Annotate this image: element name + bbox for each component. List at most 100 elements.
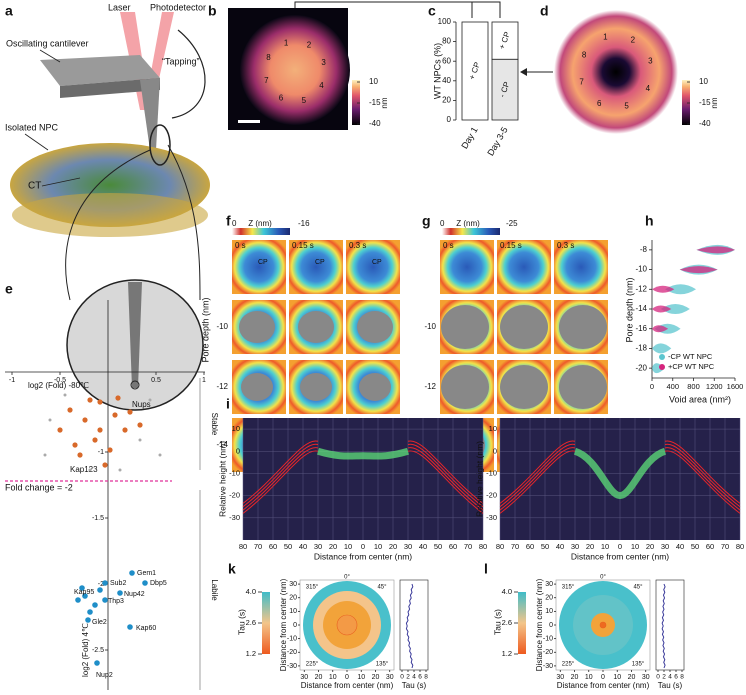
point [138,438,142,442]
point [88,468,92,472]
colorbar [518,592,526,654]
tick-label: 10 [374,542,382,551]
label: Gem1 [137,570,156,577]
rim-profile [664,443,741,508]
label: Isolated NPC [5,122,59,132]
point [127,624,133,630]
void [300,373,332,401]
tick-label: 40 [419,542,427,551]
tick-label: 2.6 [502,618,512,627]
point [97,427,103,433]
bar [491,58,519,121]
site-label: 6 [597,99,602,108]
label: 0 [440,219,445,228]
panel-a-art [10,12,210,411]
angle-label: 135° [376,662,389,668]
tick-label: 70 [254,542,262,551]
void [241,373,273,401]
rim-profile [499,443,576,508]
time-label: 0 s [235,241,246,250]
tick-label: 40 [556,542,564,551]
site-label: 4 [319,81,324,90]
point [142,580,148,586]
tick-label: 20 [329,542,337,551]
ring [336,614,358,636]
point [102,597,108,603]
tick-label: 20 [389,542,397,551]
label: “Tapping” [162,56,200,66]
angle-label: 225° [562,662,575,668]
tick-label: 30 [404,542,412,551]
violin [660,304,690,314]
label: Tau (s) [236,609,246,635]
tick-label: 10 [699,77,708,86]
panel-letter: g [422,213,431,229]
rim-profile [664,440,741,504]
tick-label: 30 [545,581,553,588]
violin [679,266,718,274]
row-label: -10 [216,322,228,331]
label: Distance from center (nm) [279,578,288,671]
tick-label: 70 [511,542,519,551]
npc-image-b [240,15,350,125]
panel-letter: d [540,3,549,19]
void [357,311,393,343]
tick-label: 1200 [706,382,723,391]
tick-label: 10 [585,674,593,681]
tick-label: 20 [646,542,654,551]
x-tick-label: Day 3-5 [485,125,509,157]
tick-label: 2 [406,674,410,681]
panel-letter: l [484,561,488,577]
tick-label: 40 [299,542,307,551]
panel-letter: e [5,281,13,297]
label: -16 [298,219,310,228]
time-label: 0.15 s [292,241,314,250]
void [559,365,607,409]
point [129,570,135,576]
tick-label: 1.2 [246,649,256,658]
side-plot [655,579,685,671]
label: Tau (s) [492,609,502,635]
legend-marker [659,354,665,360]
tick-label: 0 [650,382,654,391]
label: 0 [232,219,237,228]
tick-label: 30 [642,674,650,681]
angle-label: 0° [600,575,606,581]
tick-label: 20 [545,595,553,602]
label: Distance from center (nm) [535,578,544,671]
afm-frame [289,240,343,294]
label: Distance from center (nm) [557,681,650,690]
tick-label: 50 [541,542,549,551]
tick-label: 10 [329,674,337,681]
label: Dbp5 [150,580,167,587]
tick-label: 10 [631,542,639,551]
label: Stable [210,413,219,436]
tick-label: 60 [269,542,277,551]
y-tick-label: -16 [635,324,647,333]
point [79,585,85,591]
pore-profile [317,447,409,460]
tick-label: 1 [202,377,206,384]
tick-label: 20 [372,674,380,681]
point [117,590,123,596]
site-label: 3 [648,56,653,65]
point [67,407,73,413]
tick-label: 4 [668,674,672,681]
tick-label: 800 [687,382,700,391]
tick-label: -30 [229,513,240,522]
point [77,452,83,458]
row-label: -12 [216,382,228,391]
tick-label: 0 [601,674,605,681]
tick-label: 4.0 [246,587,256,596]
tick-label: -20 [287,649,297,656]
tick-label: 0 [236,446,240,455]
site-label: 1 [284,38,289,47]
tick-label: 50 [284,542,292,551]
tick-label: -20 [486,491,497,500]
tick-label: 0 [549,622,553,629]
site-label: 8 [266,53,271,62]
label: log2 (Fold) -80℃ [28,381,89,390]
tick-label: 10 [357,674,365,681]
rim-profile [664,450,741,514]
